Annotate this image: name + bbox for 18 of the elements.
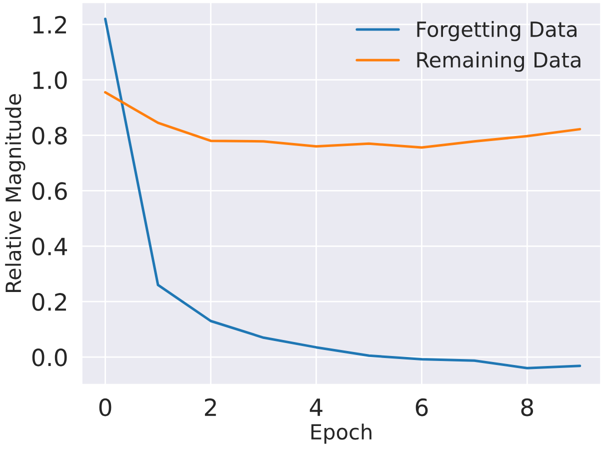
x-axis-title: Epoch — [311, 424, 372, 444]
y-tick-label: 0.2 — [32, 293, 66, 311]
y-axis-title: Relative Magnitude — [5, 94, 26, 292]
y-tick-label: 0.8 — [32, 126, 67, 145]
x-tick-label: 8 — [521, 398, 534, 416]
legend-label: Remaining Data — [417, 52, 580, 72]
line-series — [104, 18, 582, 370]
y-tick-label: 0.4 — [32, 238, 68, 256]
y-tick-label: 0.6 — [32, 182, 67, 200]
y-tick-label: 1.2 — [33, 16, 66, 34]
x-tick-label: 6 — [416, 398, 428, 416]
y-tick-label: 0.0 — [32, 348, 67, 366]
x-tick-label: 2 — [204, 398, 216, 416]
y-tick-label: 1.0 — [33, 71, 67, 90]
legend-label: Forgetting Data — [417, 21, 576, 42]
line-series — [104, 91, 582, 149]
x-tick-label: 4 — [310, 398, 322, 416]
x-tick-label: 0 — [99, 398, 112, 416]
